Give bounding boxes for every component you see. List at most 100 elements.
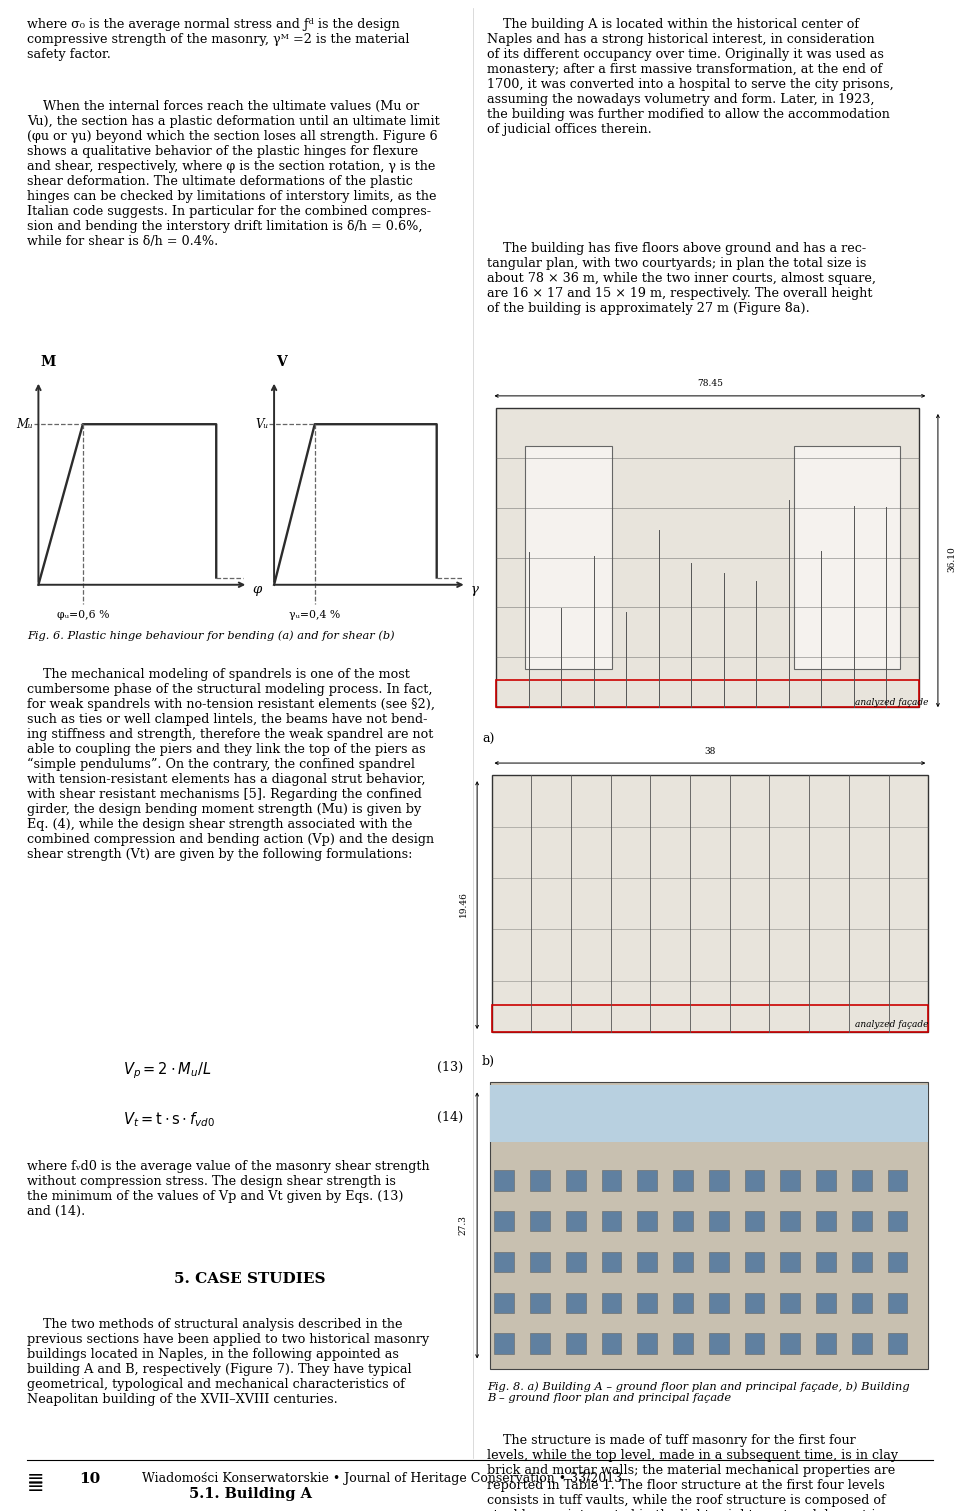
FancyBboxPatch shape bbox=[745, 1334, 764, 1354]
Text: 5. CASE STUDIES: 5. CASE STUDIES bbox=[175, 1272, 325, 1286]
Text: When the internal forces reach the ultimate values (Mu or
Vu), the section has a: When the internal forces reach the ultim… bbox=[27, 100, 440, 248]
FancyBboxPatch shape bbox=[602, 1212, 621, 1231]
Text: ≡: ≡ bbox=[27, 1478, 44, 1497]
Text: Fig. 6. Plastic hinge behaviour for bending (a) and for shear (b): Fig. 6. Plastic hinge behaviour for bend… bbox=[27, 630, 395, 641]
FancyBboxPatch shape bbox=[794, 446, 900, 669]
FancyBboxPatch shape bbox=[637, 1251, 657, 1272]
FancyBboxPatch shape bbox=[888, 1293, 907, 1313]
Text: V: V bbox=[276, 355, 287, 369]
FancyBboxPatch shape bbox=[745, 1170, 764, 1191]
FancyBboxPatch shape bbox=[673, 1212, 693, 1231]
FancyBboxPatch shape bbox=[780, 1170, 800, 1191]
FancyBboxPatch shape bbox=[637, 1334, 657, 1354]
FancyBboxPatch shape bbox=[745, 1293, 764, 1313]
FancyBboxPatch shape bbox=[816, 1334, 836, 1354]
Text: 10: 10 bbox=[80, 1472, 101, 1485]
Text: where σ₀ is the average normal stress and ƒᵈ is the design
compressive strength : where σ₀ is the average normal stress an… bbox=[27, 18, 409, 60]
FancyBboxPatch shape bbox=[566, 1212, 586, 1231]
FancyBboxPatch shape bbox=[888, 1170, 907, 1191]
Text: γᵤ=0,4 %: γᵤ=0,4 % bbox=[289, 610, 341, 621]
Text: 27.3: 27.3 bbox=[459, 1215, 468, 1236]
FancyBboxPatch shape bbox=[637, 1293, 657, 1313]
FancyBboxPatch shape bbox=[852, 1212, 872, 1231]
FancyBboxPatch shape bbox=[602, 1293, 621, 1313]
Text: The building A is located within the historical center of
Naples and has a stron: The building A is located within the his… bbox=[487, 18, 894, 136]
FancyBboxPatch shape bbox=[494, 1170, 514, 1191]
Text: The building has five floors above ground and has a rec-
tangular plan, with two: The building has five floors above groun… bbox=[487, 242, 876, 314]
Text: M: M bbox=[40, 355, 56, 369]
Text: analyzed façade: analyzed façade bbox=[854, 698, 928, 707]
Text: The two methods of structural analysis described in the
previous sections have b: The two methods of structural analysis d… bbox=[27, 1318, 429, 1405]
FancyBboxPatch shape bbox=[673, 1170, 693, 1191]
FancyBboxPatch shape bbox=[602, 1251, 621, 1272]
FancyBboxPatch shape bbox=[530, 1170, 550, 1191]
FancyBboxPatch shape bbox=[637, 1212, 657, 1231]
FancyBboxPatch shape bbox=[566, 1334, 586, 1354]
Text: $V_p = 2 \cdot M_u / L$: $V_p = 2 \cdot M_u / L$ bbox=[123, 1061, 211, 1082]
Text: φᵤ=0,6 %: φᵤ=0,6 % bbox=[57, 610, 109, 621]
FancyBboxPatch shape bbox=[816, 1293, 836, 1313]
Text: ≡: ≡ bbox=[27, 1470, 44, 1490]
FancyBboxPatch shape bbox=[525, 446, 612, 669]
Text: $V_t = \mathrm{t} \cdot \mathrm{s} \cdot f_{vd0}$: $V_t = \mathrm{t} \cdot \mathrm{s} \cdot… bbox=[123, 1111, 215, 1129]
FancyBboxPatch shape bbox=[708, 1212, 729, 1231]
Text: φ: φ bbox=[252, 583, 261, 597]
Text: 78.45: 78.45 bbox=[697, 379, 723, 388]
FancyBboxPatch shape bbox=[494, 1251, 514, 1272]
Text: analyzed façade: analyzed façade bbox=[854, 1020, 928, 1029]
Text: 36.10: 36.10 bbox=[948, 545, 956, 573]
Text: (14): (14) bbox=[438, 1111, 464, 1124]
FancyBboxPatch shape bbox=[780, 1334, 800, 1354]
FancyBboxPatch shape bbox=[708, 1334, 729, 1354]
FancyBboxPatch shape bbox=[530, 1212, 550, 1231]
FancyBboxPatch shape bbox=[673, 1293, 693, 1313]
Text: γ: γ bbox=[470, 583, 478, 597]
FancyBboxPatch shape bbox=[490, 1085, 928, 1142]
FancyBboxPatch shape bbox=[745, 1251, 764, 1272]
FancyBboxPatch shape bbox=[708, 1251, 729, 1272]
FancyBboxPatch shape bbox=[496, 408, 919, 707]
Text: Vᵤ: Vᵤ bbox=[255, 417, 269, 431]
FancyBboxPatch shape bbox=[780, 1293, 800, 1313]
FancyBboxPatch shape bbox=[816, 1212, 836, 1231]
FancyBboxPatch shape bbox=[530, 1251, 550, 1272]
FancyBboxPatch shape bbox=[852, 1293, 872, 1313]
FancyBboxPatch shape bbox=[492, 775, 928, 1032]
Text: where fᵥd0 is the average value of the masonry shear strength
without compressio: where fᵥd0 is the average value of the m… bbox=[27, 1160, 429, 1218]
FancyBboxPatch shape bbox=[745, 1212, 764, 1231]
FancyBboxPatch shape bbox=[494, 1334, 514, 1354]
FancyBboxPatch shape bbox=[780, 1212, 800, 1231]
FancyBboxPatch shape bbox=[888, 1212, 907, 1231]
FancyBboxPatch shape bbox=[602, 1170, 621, 1191]
Text: 19.46: 19.46 bbox=[459, 890, 468, 917]
Text: The mechanical modeling of spandrels is one of the most
cumbersome phase of the : The mechanical modeling of spandrels is … bbox=[27, 668, 435, 861]
Text: a): a) bbox=[482, 733, 494, 746]
FancyBboxPatch shape bbox=[780, 1251, 800, 1272]
FancyBboxPatch shape bbox=[530, 1293, 550, 1313]
Text: 5.1. Building A: 5.1. Building A bbox=[188, 1487, 312, 1500]
Text: b): b) bbox=[482, 1055, 495, 1068]
Text: Wiadomości Konserwatorskie • Journal of Heritage Conservation • 33/2013: Wiadomości Konserwatorskie • Journal of … bbox=[142, 1472, 622, 1485]
FancyBboxPatch shape bbox=[602, 1334, 621, 1354]
FancyBboxPatch shape bbox=[888, 1334, 907, 1354]
FancyBboxPatch shape bbox=[888, 1251, 907, 1272]
FancyBboxPatch shape bbox=[490, 1082, 928, 1369]
FancyBboxPatch shape bbox=[566, 1170, 586, 1191]
FancyBboxPatch shape bbox=[708, 1293, 729, 1313]
FancyBboxPatch shape bbox=[852, 1251, 872, 1272]
Text: (13): (13) bbox=[438, 1061, 464, 1074]
Text: Fig. 8. a) Building A – ground floor plan and principal façade, b) Building
B – : Fig. 8. a) Building A – ground floor pla… bbox=[487, 1381, 909, 1404]
Text: Mᵤ: Mᵤ bbox=[16, 417, 33, 431]
FancyBboxPatch shape bbox=[852, 1334, 872, 1354]
FancyBboxPatch shape bbox=[494, 1212, 514, 1231]
FancyBboxPatch shape bbox=[673, 1251, 693, 1272]
FancyBboxPatch shape bbox=[566, 1251, 586, 1272]
FancyBboxPatch shape bbox=[637, 1170, 657, 1191]
FancyBboxPatch shape bbox=[494, 1293, 514, 1313]
FancyBboxPatch shape bbox=[816, 1251, 836, 1272]
FancyBboxPatch shape bbox=[708, 1170, 729, 1191]
FancyBboxPatch shape bbox=[852, 1170, 872, 1191]
FancyBboxPatch shape bbox=[530, 1334, 550, 1354]
FancyBboxPatch shape bbox=[673, 1334, 693, 1354]
Text: 38: 38 bbox=[705, 746, 715, 756]
